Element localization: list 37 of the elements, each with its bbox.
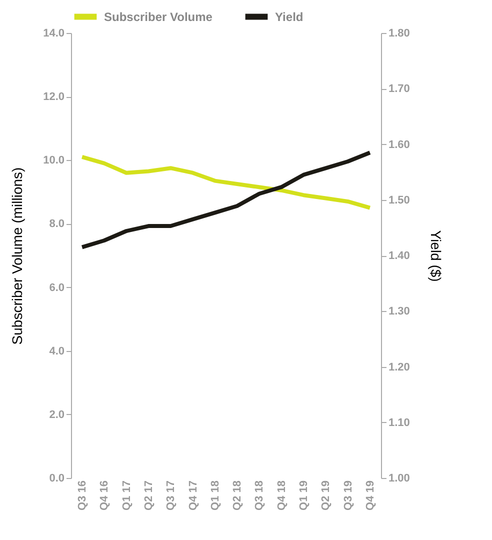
x-tick-label: Q1 18 [209, 480, 222, 510]
y-tick-label: 6.0 [49, 282, 64, 294]
y2-tick-label: 1.40 [388, 250, 410, 262]
legend-label: Subscriber Volume [104, 10, 213, 24]
y2-tick-label: 1.60 [388, 138, 410, 151]
x-tick-label: Q2 18 [232, 480, 244, 510]
line-series [80, 154, 372, 210]
y-tick-label: 0.0 [49, 472, 64, 484]
y2-tick-label: 1.30 [388, 306, 410, 318]
y2-tick-label: 1.70 [388, 83, 410, 96]
y2-tick-label: 1.80 [388, 28, 410, 40]
x-tick-label: Q4 19 [364, 480, 376, 510]
line-series [80, 150, 372, 250]
legend-label: Yield [275, 10, 304, 24]
x-tick-label: Q3 16 [76, 480, 89, 510]
y2-tick-label: 1.10 [388, 416, 410, 429]
x-tick-label: Q1 17 [120, 480, 133, 510]
x-tick-label: Q3 19 [342, 480, 354, 510]
x-tick-label: Q1 19 [298, 480, 310, 510]
y2-axis-title: Yield ($) [428, 230, 444, 282]
y2-tick-label: 1.00 [388, 472, 410, 484]
y-tick-label: 2.0 [49, 408, 64, 421]
y-tick-label: 4.0 [49, 345, 64, 358]
x-tick-label: Q3 17 [165, 480, 178, 510]
y-axis-title: Subscriber Volume (millions) [9, 167, 26, 345]
x-tick-label: Q3 18 [254, 480, 266, 510]
y-tick-label: 14.0 [43, 28, 64, 40]
y2-tick-label: 1.20 [388, 361, 410, 374]
y-tick-label: 8.0 [49, 218, 64, 230]
x-tick-label: Q2 19 [320, 480, 332, 510]
x-tick-label: Q4 16 [98, 480, 111, 510]
x-tick-label: Q4 18 [276, 480, 288, 510]
x-tick-label: Q4 17 [187, 480, 200, 510]
y-tick-label: 10.0 [43, 154, 64, 167]
y2-tick-label: 1.50 [388, 194, 410, 206]
x-tick-label: Q2 17 [143, 480, 155, 510]
y-tick-label: 12.0 [43, 91, 64, 104]
